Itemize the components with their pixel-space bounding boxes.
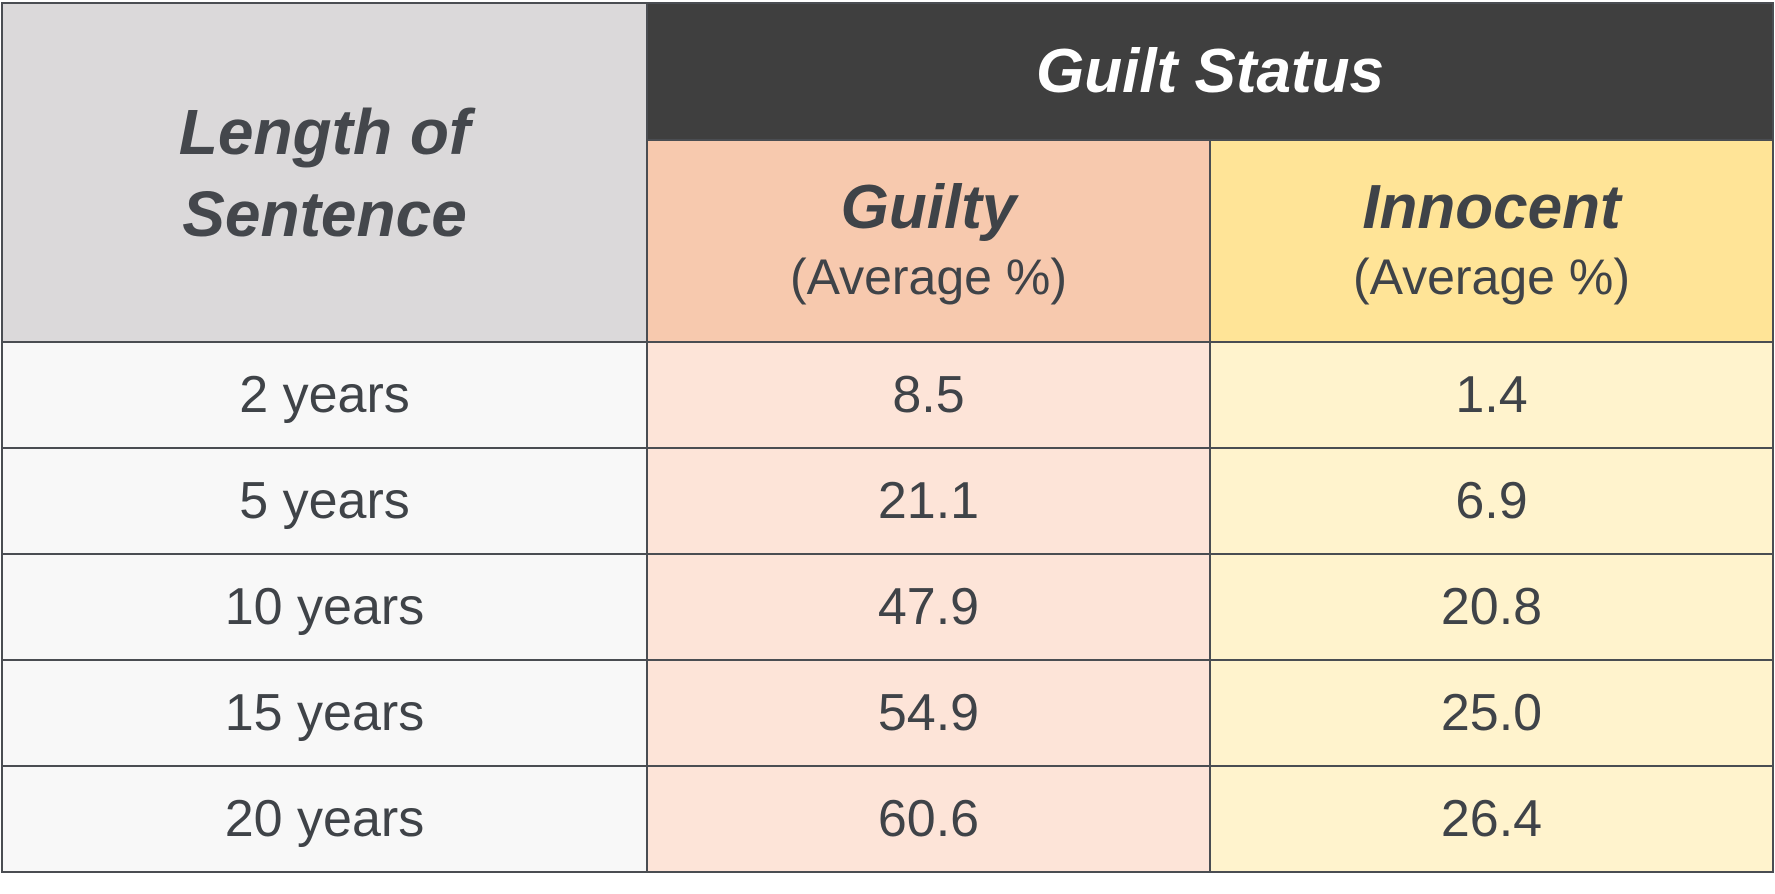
guilty-value-cell: 8.5 xyxy=(646,341,1211,449)
guilty-value-cell: 60.6 xyxy=(646,765,1211,873)
guilty-value-cell: 54.9 xyxy=(646,659,1211,767)
row-label-header: Length of Sentence xyxy=(1,2,648,343)
table-row: 2 years 8.5 1.4 xyxy=(1,341,1774,449)
innocent-value-cell: 1.4 xyxy=(1209,341,1774,449)
guilty-column-note: (Average %) xyxy=(790,249,1067,305)
table-row: 20 years 60.6 26.4 xyxy=(1,765,1774,873)
sentence-length-cell: 15 years xyxy=(1,659,648,767)
innocent-value-cell: 6.9 xyxy=(1209,447,1774,555)
guilty-value-cell: 47.9 xyxy=(646,553,1211,661)
table-row: 5 years 21.1 6.9 xyxy=(1,447,1774,555)
group-header: Guilt Status xyxy=(646,2,1774,141)
innocent-column-title: Innocent xyxy=(1362,173,1621,242)
row-label-line-1: Length of xyxy=(178,95,471,168)
row-label-line-2: Sentence xyxy=(182,177,467,250)
guilty-column-header: Guilty (Average %) xyxy=(646,139,1211,343)
sentence-length-cell: 5 years xyxy=(1,447,648,555)
header-row-sub: Guilty (Average %) Innocent (Average %) xyxy=(2,139,1774,343)
sentence-length-cell: 20 years xyxy=(1,765,648,873)
innocent-column-header: Innocent (Average %) xyxy=(1209,139,1774,343)
innocent-value-cell: 25.0 xyxy=(1209,659,1774,767)
header-row-top: Length of Sentence Guilt Status xyxy=(1,2,1774,343)
sentence-length-cell: 2 years xyxy=(1,341,648,449)
sentence-length-cell: 10 years xyxy=(1,553,648,661)
guilty-column-title: Guilty xyxy=(840,173,1017,242)
table-row: 10 years 47.9 20.8 xyxy=(1,553,1774,661)
innocent-value-cell: 20.8 xyxy=(1209,553,1774,661)
guilty-value-cell: 21.1 xyxy=(646,447,1211,555)
sentence-guilt-table: Length of Sentence Guilt Status Guilty (… xyxy=(1,2,1774,873)
innocent-value-cell: 26.4 xyxy=(1209,765,1774,873)
table-row: 15 years 54.9 25.0 xyxy=(1,659,1774,767)
innocent-column-note: (Average %) xyxy=(1353,249,1630,305)
